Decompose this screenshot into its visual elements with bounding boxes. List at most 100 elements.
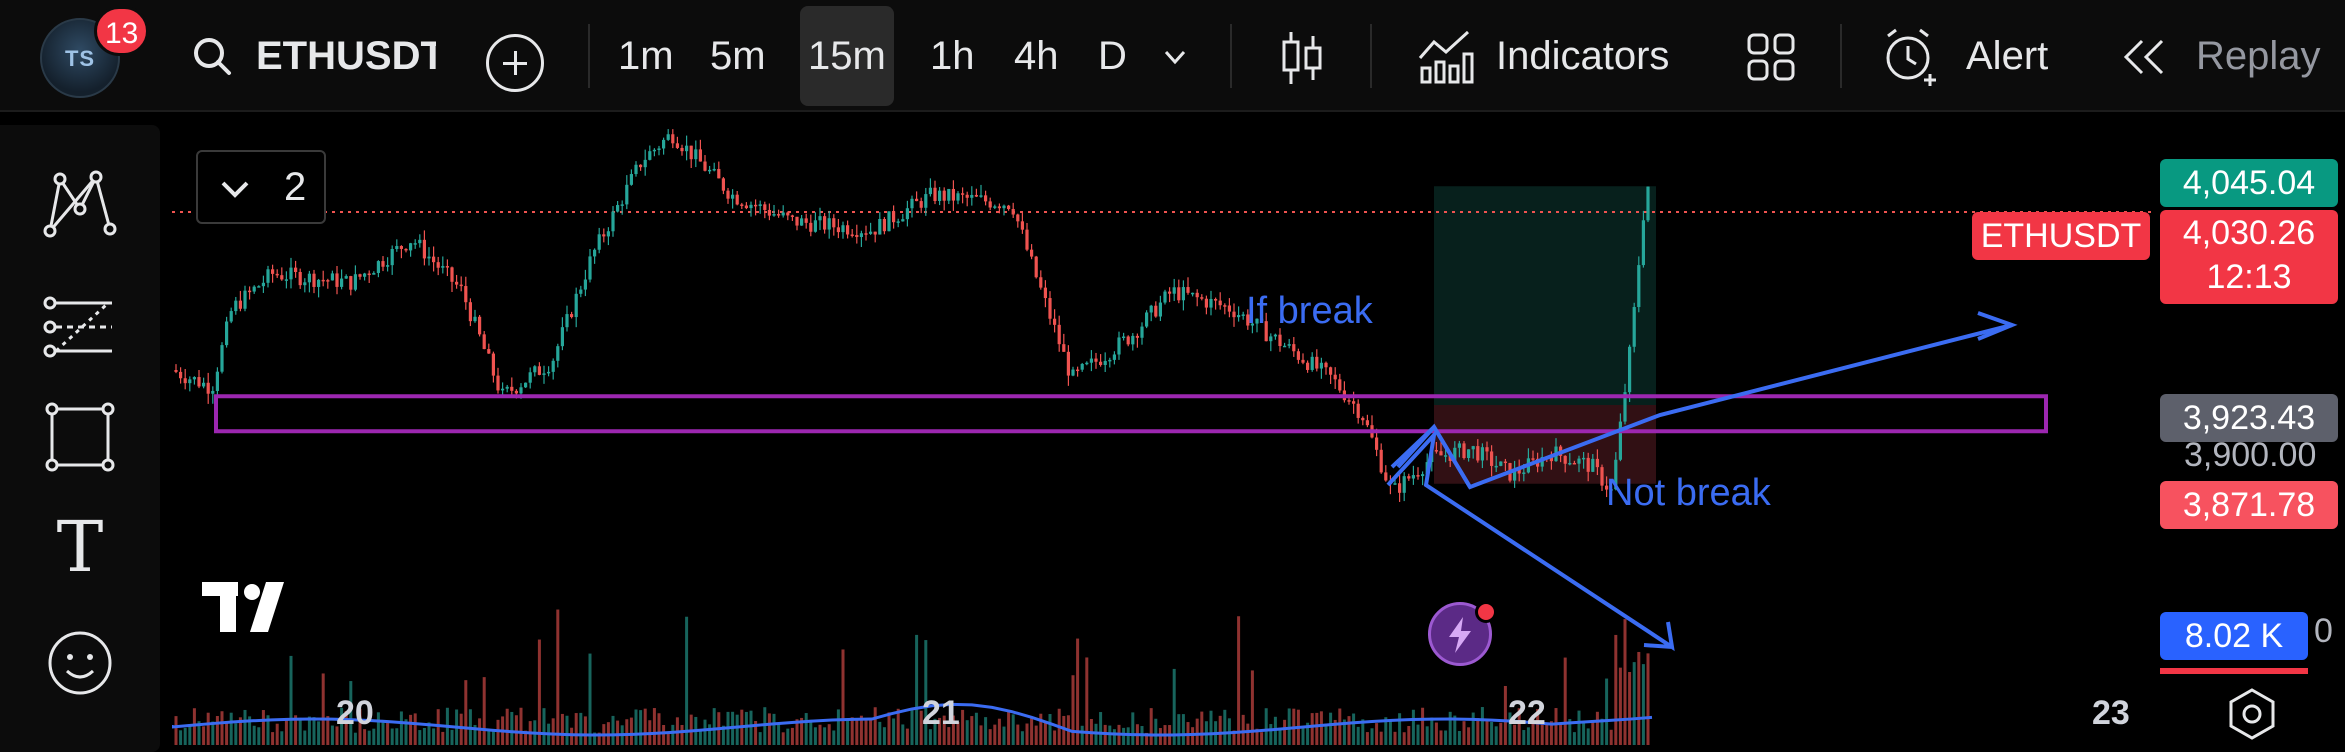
candle-body [1011,209,1015,215]
volume-bar [919,710,923,745]
volume-bar [1025,723,1029,745]
annotation-not-break[interactable]: Not break [1606,472,1771,514]
indicators-icon[interactable] [1416,28,1474,86]
candle-body [961,193,965,195]
notification-badge[interactable]: 13 [94,6,150,56]
volume-bar [197,721,201,745]
candle-body [1439,451,1443,456]
replay-button[interactable]: Replay [2196,34,2321,78]
flash-alert-button[interactable] [1428,601,1497,666]
volume-bar [1526,727,1530,745]
candle-body [491,353,495,376]
candle-body [1080,363,1084,370]
candle-body [289,267,293,280]
interval-1h[interactable]: 1h [930,34,975,78]
volume-bar [376,712,380,745]
volume-bar [280,731,284,745]
candle-body [1319,362,1323,369]
candle-body [409,243,413,251]
volume-bar [1549,721,1553,745]
candles-icon[interactable] [1280,30,1324,86]
compare-add-button[interactable] [486,34,544,92]
candle-body [749,204,753,209]
volume-bar [1048,714,1052,745]
volume-bar [997,718,1001,745]
candle-body [832,218,836,228]
volume-bar [708,724,712,745]
time-axis-label: 22 [1508,694,1546,732]
volume-bar [252,725,256,745]
pattern-tool-icon[interactable] [40,165,120,245]
volume-bar [1232,730,1236,745]
alarm-clock-icon[interactable] [1880,26,1942,88]
volume-bar [671,724,675,745]
candle-body [358,274,362,277]
fib-tool-icon[interactable] [40,287,120,367]
volume-bar [363,729,367,745]
candle-body [1457,443,1461,448]
candle-body [781,212,785,216]
interval-5m[interactable]: 5m [710,34,766,78]
candle-body [1195,292,1199,298]
candle-body [317,279,321,287]
interval-15m[interactable]: 15m [800,6,894,106]
candle-body [303,282,307,286]
chevron-down-icon [221,181,249,198]
volume-bar [896,708,900,745]
candle-body [1531,458,1535,460]
candle-body [652,149,656,152]
rectangle-tool-icon[interactable] [40,397,120,477]
indicator-legend-toggle[interactable]: 2 [196,150,326,224]
volume-bar [556,609,560,745]
candle-body [1218,300,1222,306]
emoji-tool-icon[interactable] [40,623,120,703]
settings-icon[interactable] [2224,686,2280,742]
interval-4h[interactable]: 4h [1014,34,1059,78]
candle-body [386,265,390,267]
symbol-search[interactable]: ETHUSDT [256,34,436,78]
candle-body [1310,356,1314,370]
alert-button[interactable]: Alert [1966,34,2049,78]
interval-1m[interactable]: 1m [618,34,674,78]
volume-bar [220,711,224,745]
volume-bar [418,730,422,745]
toolbar-divider [1370,24,1372,88]
layout-grid-icon[interactable] [1746,32,1796,82]
search-icon[interactable] [192,36,232,76]
candle-body [1393,483,1397,485]
candle-body [1494,465,1498,468]
volume-bar [1398,713,1402,745]
candle-body [565,314,569,328]
volume-bar [1223,709,1227,745]
candle-body [1411,475,1415,479]
candle-body [556,346,560,361]
volume-bar [243,709,247,745]
text-tool-icon[interactable]: T [56,506,104,588]
candle-body [225,321,229,346]
volume-bar [1071,675,1075,745]
volume-bar [823,727,827,745]
candle-body [675,143,679,148]
volume-bar [266,715,270,745]
candle-body [514,390,518,394]
candle-body [1595,458,1599,468]
annotation-if-break[interactable]: If break [1246,290,1373,332]
volume-bar [629,717,633,745]
chevron-down-icon[interactable] [1162,44,1188,70]
replay-icon[interactable] [2120,38,2166,76]
candle-body [266,269,270,283]
price-chart[interactable] [172,125,2345,752]
volume-bar [427,722,431,745]
candle-body [1467,449,1471,459]
volume-bar [1324,723,1328,745]
candle-body [790,215,794,217]
volume-bar [965,720,969,745]
candle-body [1375,437,1379,450]
volume-bar [758,732,762,745]
candle-body [376,261,380,273]
volume-bar [818,724,822,745]
candle-body [1384,472,1388,481]
candle-body [910,198,914,209]
indicators-button[interactable]: Indicators [1496,34,1670,78]
interval-D[interactable]: D [1098,34,1127,78]
